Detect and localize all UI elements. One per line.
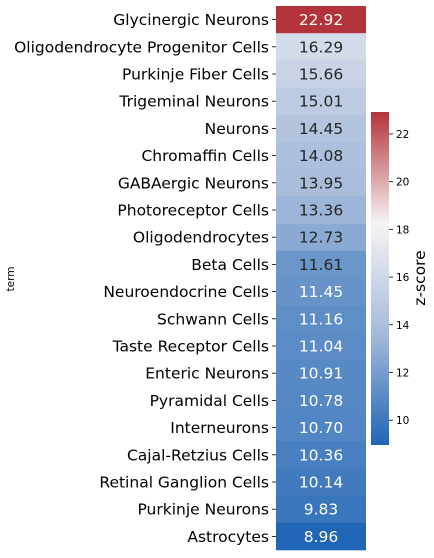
colorbar-tick-label: 16 xyxy=(396,272,410,284)
heatmap-cell xyxy=(276,87,366,116)
cell-value-label: 13.95 xyxy=(299,174,343,192)
colorbar: 10 12 14 16 18 20 22 z-score xyxy=(371,112,429,445)
colorbar-tick-label: 18 xyxy=(396,224,409,236)
heatmap-cell xyxy=(276,142,366,170)
heatmap-cell xyxy=(276,305,366,333)
heatmap-cell xyxy=(276,522,366,551)
colorbar-tick-label: 14 xyxy=(396,320,410,332)
row-label: Purkinje Neurons xyxy=(137,501,269,519)
heatmap-cell xyxy=(276,33,366,61)
colorbar-ticks: 10 12 14 16 18 20 22 xyxy=(389,129,410,427)
cell-value-label: 10.14 xyxy=(299,474,343,492)
colorbar-gradient xyxy=(371,112,389,445)
cell-value-label: 11.61 xyxy=(299,256,343,274)
row-label: Trigeminal Neurons xyxy=(118,93,269,111)
row-label: Cajal-Retzius Cells xyxy=(127,446,269,464)
row-label: GABAergic Neurons xyxy=(118,174,269,192)
cell-value-label: 9.83 xyxy=(304,501,339,519)
colorbar-tick-label: 10 xyxy=(396,415,409,427)
row-label: Neurons xyxy=(205,120,269,138)
row-label: Neuroendocrine Cells xyxy=(103,283,269,301)
heatmap-cell xyxy=(276,223,366,252)
row-label: Schwann Cells xyxy=(157,310,269,328)
colorbar-tick-label: 12 xyxy=(396,367,409,379)
heatmap-cell xyxy=(276,60,366,88)
heatmap-cell xyxy=(276,250,366,279)
cell-value-label: 10.36 xyxy=(299,446,343,464)
row-label: Taste Receptor Cells xyxy=(112,338,269,356)
colorbar-title: z-score xyxy=(411,250,429,305)
heatmap-cell xyxy=(276,196,366,224)
row-label: Astrocytes xyxy=(187,528,269,546)
cell-value-label: 8.96 xyxy=(304,528,339,546)
cell-value-label: 14.08 xyxy=(299,147,343,165)
row-label: Glycinergic Neurons xyxy=(113,11,269,29)
cell-value-label: 12.73 xyxy=(299,229,343,247)
cell-value-label: 16.29 xyxy=(299,38,343,56)
row-label: Photoreceptor Cells xyxy=(117,202,269,220)
cell-value-label: 15.01 xyxy=(299,93,343,111)
colorbar-tick-label: 22 xyxy=(396,129,409,141)
cell-value-label: 11.04 xyxy=(299,338,343,356)
cell-value-label: 14.45 xyxy=(299,120,343,138)
heatmap-cell xyxy=(276,6,366,34)
row-label: Oligodendrocyte Progenitor Cells xyxy=(14,38,269,56)
heatmap-cell xyxy=(276,495,366,524)
y-axis-title: term xyxy=(5,267,17,292)
row-label: Interneurons xyxy=(170,419,269,437)
heatmap-cell xyxy=(276,332,366,360)
cell-value-label: 11.45 xyxy=(299,283,343,301)
cell-value-label: 10.91 xyxy=(299,365,343,383)
heatmap-cell xyxy=(276,114,366,143)
cell-value-label: 13.36 xyxy=(299,202,343,220)
cell-value-label: 10.78 xyxy=(299,392,343,410)
row-label: Beta Cells xyxy=(191,256,269,274)
cell-value-label: 15.66 xyxy=(299,66,343,84)
heatmap-cell xyxy=(276,386,366,415)
cell-value-label: 22.92 xyxy=(299,11,343,29)
cell-value-label: 10.70 xyxy=(299,419,343,437)
row-label: Pyramidal Cells xyxy=(150,392,269,410)
colorbar-tick-label: 20 xyxy=(396,177,409,189)
heatmap-cell xyxy=(276,169,366,197)
row-label: Oligodendrocytes xyxy=(133,229,269,247)
cell-value-label: 11.16 xyxy=(299,310,343,328)
heatmap-cell xyxy=(276,359,366,388)
row-label: Enteric Neurons xyxy=(145,365,269,383)
heatmap-cell xyxy=(276,441,366,469)
row-label: Purkinje Fiber Cells xyxy=(122,66,269,84)
row-label: Retinal Ganglion Cells xyxy=(99,474,269,492)
heatmap-cell xyxy=(276,414,366,442)
heatmap-cell xyxy=(276,468,366,496)
heatmap-cell xyxy=(276,278,366,306)
row-label: Chromaffin Cells xyxy=(141,147,269,165)
heatmap-rows: 22.92 Glycinergic Neurons 16.29 Oligodendro… xyxy=(14,6,366,551)
